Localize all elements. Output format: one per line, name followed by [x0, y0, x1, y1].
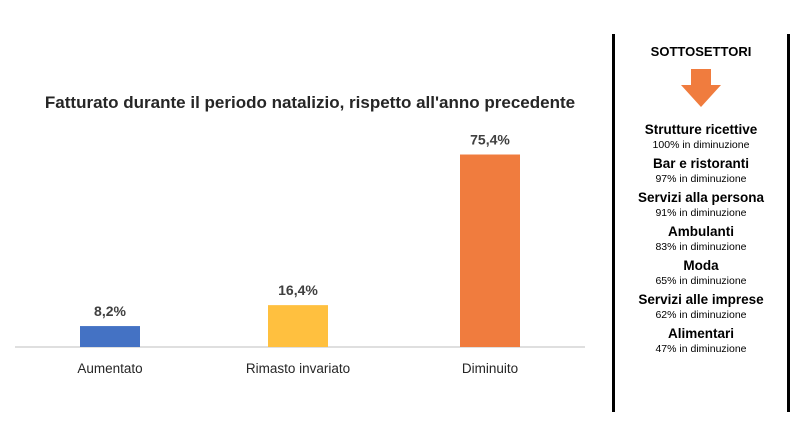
subsector-value: 100% in diminuzione: [652, 139, 750, 151]
subsector-value: 97% in diminuzione: [655, 173, 747, 185]
subsector-name: Strutture ricettive: [644, 122, 758, 137]
data-label: 8,2%: [94, 303, 126, 319]
subsector-item: Servizi alla persona 91% in diminuzione: [615, 189, 787, 220]
chart-title: Fatturato durante il periodo natalizio, …: [44, 93, 576, 112]
subsector-name: Servizi alle imprese: [638, 292, 764, 307]
subsector-value: 91% in diminuzione: [655, 207, 747, 219]
subsector-value: 83% in diminuzione: [655, 241, 747, 253]
subsectors-panel: SOTTOSETTORI Strutture ricettive 100% in …: [612, 34, 790, 412]
data-label: 75,4%: [470, 132, 510, 148]
subsector-item: Ambulanti 83% in diminuzione: [615, 223, 787, 254]
subsector-value: 65% in diminuzione: [655, 275, 747, 287]
subsector-name: Ambulanti: [668, 224, 734, 239]
x-tick-label: Rimasto invariato: [246, 361, 350, 376]
bar-rimasto-invariato: [268, 305, 328, 347]
subsector-item: Alimentari 47% in diminuzione: [615, 325, 787, 356]
bar-diminuito: [460, 154, 520, 347]
data-label: 16,4%: [278, 282, 318, 298]
subsectors-title: SOTTOSETTORI: [650, 44, 752, 59]
bar-chart: 8,2% Aumentato 16,4% Rimasto invariato 75,4%…: [15, 132, 585, 376]
arrow-down-icon: [681, 69, 721, 107]
subsector-name: Servizi alla persona: [637, 190, 765, 205]
subsector-name: Moda: [683, 258, 719, 273]
subsector-name: Bar e ristoranti: [652, 156, 750, 171]
subsector-item: Bar e ristoranti 97% in diminuzione: [615, 155, 787, 186]
x-tick-label: Aumentato: [77, 361, 142, 376]
subsector-value: 62% in diminuzione: [655, 309, 747, 321]
subsector-name: Alimentari: [667, 326, 735, 341]
subsector-item: Strutture ricettive 100% in diminuzione: [615, 121, 787, 152]
x-tick-label: Diminuito: [462, 361, 518, 376]
subsector-item: Servizi alle imprese 62% in diminuzione: [615, 291, 787, 322]
subsector-list: Strutture ricettive 100% in diminuzione Ba…: [615, 121, 787, 356]
subsector-item: Moda 65% in diminuzione: [615, 257, 787, 288]
bar-aumentato: [80, 326, 140, 347]
subsector-value: 47% in diminuzione: [655, 343, 747, 355]
